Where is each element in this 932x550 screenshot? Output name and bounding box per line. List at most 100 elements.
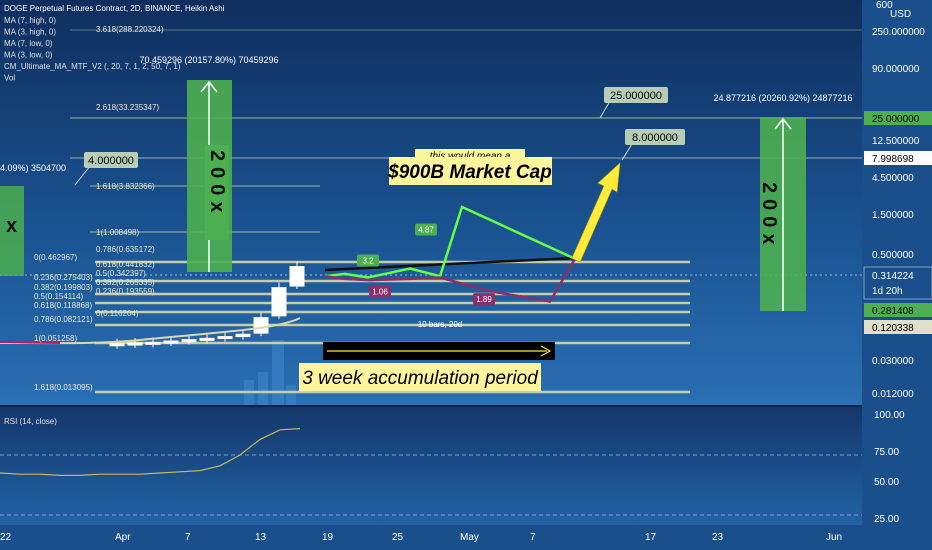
fib-label-left: 0(0.116204) <box>96 309 139 318</box>
multiplier-box-1 <box>205 145 229 240</box>
candle[interactable] <box>181 339 197 343</box>
chart-title[interactable]: DOGE Perpetual Futures Contract, 2D, BIN… <box>4 4 225 13</box>
callout-8-pointer <box>621 143 633 161</box>
candles-group[interactable] <box>109 261 305 349</box>
projection-bubble <box>357 254 379 267</box>
price-tag-028: 0.281408 <box>872 306 914 317</box>
price-tag-012: 0.120338 <box>872 323 914 334</box>
ma-curve-red <box>0 341 61 344</box>
price-tag-8: 7.998698 <box>872 154 914 165</box>
indicator-item[interactable]: MA (7, high, 0) <box>4 16 56 25</box>
projection-green-line[interactable] <box>324 205 576 279</box>
time-tick: 23 <box>712 532 724 543</box>
multiplier-label-2: 200x <box>758 182 780 251</box>
price-tick: 4.500000 <box>872 173 914 184</box>
market-cap-box <box>389 157 552 185</box>
market-cap-note: this would mean a <box>430 151 511 162</box>
time-tick: 13 <box>255 532 267 543</box>
fib-labels: 3.618(288.220324) 2.618(33.235347) 1.618(3… <box>34 25 164 392</box>
callout-25-pointer <box>599 100 611 119</box>
indicator-item[interactable]: CM_Ultimate_MA_MTF_V2 (, 20, 7, 1, 2, 50… <box>4 62 181 71</box>
time-tick: 7 <box>530 532 536 543</box>
countdown-tag: 1d 20h <box>872 286 903 297</box>
candle[interactable] <box>217 336 233 340</box>
projection-bubble-label: 4.87 <box>418 226 434 235</box>
callout-4-pointer <box>74 165 91 186</box>
price-tick: 0.500000 <box>872 250 914 261</box>
time-tick: 17 <box>645 532 657 543</box>
price-tag-012-box <box>864 320 932 334</box>
fib-label-left: 0.382(0.265335) <box>96 278 155 287</box>
rsi-tick: 75.00 <box>874 447 899 458</box>
current-price-tag: 0.314224 <box>872 271 914 282</box>
indicator-item[interactable]: MA (3, low, 0) <box>4 51 53 60</box>
left-measure-label: 4.09%) 3504700 <box>0 163 66 173</box>
accumulation-label-box <box>299 363 541 391</box>
current-price-box <box>863 266 932 300</box>
rsi-tick: 50.00 <box>874 477 899 488</box>
left-measure-box[interactable] <box>0 186 24 276</box>
fib-label-right: 0.382(0.199803) <box>34 283 93 292</box>
price-axis-bg[interactable] <box>862 0 932 525</box>
fib-label-left: 1.618(3.832366) <box>96 182 155 191</box>
price-tick: 0.012000 <box>872 389 914 400</box>
fib-label-left: 0.5(0.342397) <box>96 269 146 278</box>
rsi-line <box>0 428 301 476</box>
price-tick: 90.000000 <box>872 64 920 75</box>
callout-8-box <box>625 129 685 145</box>
indicator-item[interactable]: MA (3, high, 0) <box>4 28 56 37</box>
candle[interactable] <box>109 343 125 347</box>
rsi-axis[interactable]: 100.00 75.00 50.00 25.00 <box>874 410 905 525</box>
time-axis[interactable]: 22 Apr 7 13 19 25 May 7 17 23 Jun <box>0 532 842 543</box>
candle[interactable] <box>199 337 215 341</box>
time-tick: Jun <box>826 532 842 543</box>
candle[interactable] <box>163 340 179 344</box>
multiplier-label-1: 200x <box>206 150 228 219</box>
time-tick: 7 <box>185 532 191 543</box>
time-tick: Apr <box>115 532 131 543</box>
indicator-item[interactable]: Vol <box>4 74 15 83</box>
candle[interactable] <box>145 341 161 345</box>
candle[interactable] <box>235 333 251 338</box>
price-tick: 1.500000 <box>872 210 914 221</box>
projection-bubble <box>473 293 495 306</box>
right-measure-label: 24.877216 (20260.92%) 24877216 <box>713 93 852 103</box>
projection-purple-line[interactable] <box>324 258 577 303</box>
price-axis[interactable]: 250.000000 90.000000 12.500000 4.500000 1.50… <box>872 27 925 400</box>
projection-bubble-label: 1.89 <box>476 295 492 304</box>
price-tick: 250.000000 <box>872 27 925 38</box>
callout-25-box <box>604 87 668 103</box>
projection-bubble-label: 1.06 <box>372 288 388 297</box>
indicator-legend[interactable]: MA (7, high, 0) MA (3, high, 0) MA (7, low… <box>4 16 181 83</box>
black-trendline[interactable] <box>324 256 576 272</box>
time-tick: 22 <box>0 532 12 543</box>
candle[interactable] <box>289 266 305 287</box>
rsi-tick: 25.00 <box>874 514 899 525</box>
projection-bubble <box>369 285 391 298</box>
price-tick: 12.500000 <box>872 136 920 147</box>
projections-group: 3.2 4.87 1.06 1.89 <box>324 205 577 306</box>
price-tick: 0.030000 <box>872 356 914 367</box>
fib-label-left: 0.618(0.441832) <box>96 260 155 269</box>
main-pane-bg <box>0 0 862 405</box>
time-tick: May <box>460 532 479 543</box>
candle[interactable] <box>271 287 287 317</box>
candle[interactable] <box>127 342 143 346</box>
time-axis-bg[interactable] <box>0 525 932 550</box>
fib-label-left: 0.236(0.193559) <box>96 287 155 296</box>
fib-label-left: 3.618(288.220324) <box>96 25 164 34</box>
market-cap-label: $900B Market Cap <box>387 162 552 183</box>
projection-arrow[interactable] <box>571 162 621 263</box>
projection-bubble <box>415 223 437 236</box>
accumulation-label: 3 week accumulation period <box>302 368 539 389</box>
fib-label-left: 1(1.008498) <box>96 228 139 237</box>
callout-25-label: 25.000000 <box>610 90 662 102</box>
indicator-item[interactable]: MA (7, low, 0) <box>4 39 53 48</box>
rsi-label[interactable]: RSI (14, close) <box>4 417 57 426</box>
candle[interactable] <box>253 317 269 334</box>
time-tick: 25 <box>392 532 404 543</box>
callout-4-box <box>84 152 138 168</box>
fib-label-right: 1(0.051258) <box>34 334 77 343</box>
fib-label-right: 1.618(0.013095) <box>34 383 93 392</box>
